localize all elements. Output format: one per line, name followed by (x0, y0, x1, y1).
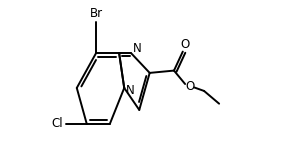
Text: Br: Br (89, 7, 102, 20)
Text: N: N (133, 42, 141, 55)
Text: O: O (185, 80, 195, 93)
Text: Cl: Cl (52, 117, 63, 130)
Text: N: N (126, 84, 135, 97)
Text: O: O (180, 38, 189, 51)
